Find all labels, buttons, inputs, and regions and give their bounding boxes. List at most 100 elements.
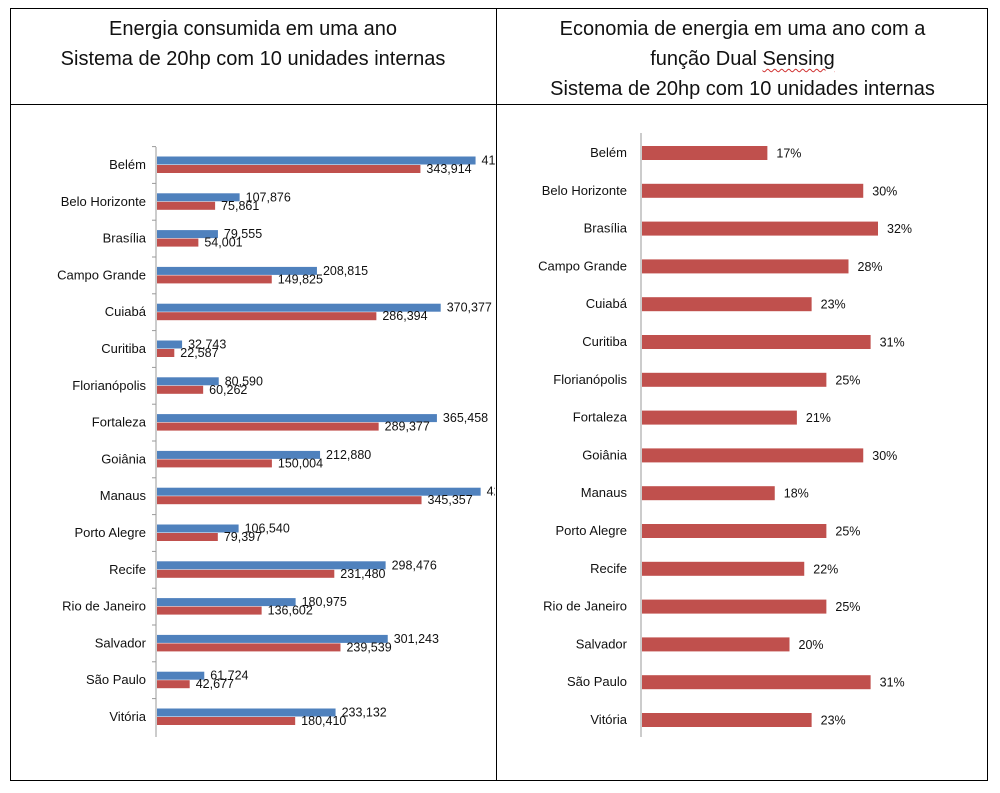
bar-cuiaba-series-1 <box>157 303 441 312</box>
bar-belem-series-2 <box>157 165 421 173</box>
bar-sao-paulo-series-1 <box>157 671 205 680</box>
bar-sao-paulo-series-2 <box>157 680 190 689</box>
data-label-recife-series-1: 298,476 <box>392 558 437 572</box>
category-label-porto-alegre: Porto Alegre <box>74 525 146 540</box>
data-label-florianopolis-series-2: 60,262 <box>209 383 247 397</box>
header-divider <box>10 104 988 105</box>
bar-rio-de-janeiro-series-1 <box>157 598 296 607</box>
bar-manaus-series-1 <box>157 487 481 496</box>
bar-belem-series-1 <box>157 156 476 165</box>
category-label-fortaleza: Fortaleza <box>92 415 147 430</box>
spellcheck-word: Sensing <box>762 48 835 70</box>
category-label-porto-alegre: Porto Alegre <box>555 523 627 538</box>
energy-savings-chart: Belém 17% Belo Horizonte 30% Brasília 32% Camp… <box>538 133 912 737</box>
column-divider <box>496 8 497 781</box>
data-label-cuiaba: 23% <box>821 298 846 312</box>
bar-goiania-series-1 <box>157 450 321 459</box>
bar-porto-alegre-series-2 <box>157 533 218 541</box>
category-label-cuiaba: Cuiabá <box>586 296 628 311</box>
data-label-porto-alegre-series-1: 106,540 <box>245 522 290 536</box>
bar-florianopolis-series-1 <box>157 377 219 386</box>
bar-florianopolis <box>642 372 827 387</box>
category-label-belem: Belém <box>109 157 146 172</box>
bar-belo-horizonte-series-2 <box>157 201 216 210</box>
data-label-campo-grande: 28% <box>858 260 883 274</box>
right-title-line-2: função Dual Sensing <box>497 44 988 74</box>
bar-salvador <box>642 637 790 652</box>
data-label-fortaleza-series-2: 289,377 <box>385 420 430 434</box>
data-label-manaus-series-2: 345,357 <box>428 493 473 507</box>
bar-campo-grande-series-1 <box>157 266 317 275</box>
category-label-recife: Recife <box>109 562 146 577</box>
right-title-line-3: Sistema de 20hp com 10 unidades internas <box>550 78 935 100</box>
bar-fortaleza-series-2 <box>157 422 379 431</box>
data-label-belo-horizonte: 30% <box>872 184 897 198</box>
category-label-curitiba: Curitiba <box>101 341 147 356</box>
data-label-rio-de-janeiro-series-2: 136,602 <box>268 604 313 618</box>
data-label-curitiba-series-2: 22,587 <box>180 346 218 360</box>
category-label-belo-horizonte: Belo Horizonte <box>542 183 627 198</box>
data-label-vitoria: 23% <box>821 714 846 728</box>
bar-florianopolis-series-2 <box>157 385 204 394</box>
left-title-line-1: Energia consumida em uma ano <box>109 18 397 40</box>
bar-salvador-series-2 <box>157 643 341 652</box>
category-label-florianopolis: Florianópolis <box>553 372 627 387</box>
data-label-vitoria-series-1: 233,132 <box>342 706 387 720</box>
bar-belo-horizonte-series-1 <box>157 193 240 202</box>
data-label-belo-horizonte-series-1: 107,876 <box>246 190 291 204</box>
data-label-sao-paulo: 31% <box>880 676 905 690</box>
data-label-curitiba-series-1: 32,743 <box>188 338 226 352</box>
category-label-rio-de-janeiro: Rio de Janeiro <box>62 599 146 614</box>
bar-porto-alegre <box>642 524 827 538</box>
category-label-salvador: Salvador <box>576 636 628 651</box>
bar-vitoria-series-2 <box>157 717 296 725</box>
bar-fortaleza <box>642 410 797 425</box>
bar-belo-horizonte <box>642 183 864 198</box>
category-label-manaus: Manaus <box>100 488 147 503</box>
category-label-belo-horizonte: Belo Horizonte <box>61 194 146 209</box>
bar-vitoria <box>642 713 812 727</box>
bar-goiania <box>642 448 864 463</box>
data-label-rio-de-janeiro: 25% <box>835 600 860 614</box>
category-label-campo-grande: Campo Grande <box>538 258 627 273</box>
category-label-vitoria: Vitória <box>109 709 146 724</box>
bar-goiania-series-2 <box>157 459 272 468</box>
category-label-fortaleza: Fortaleza <box>573 410 628 425</box>
bar-rio-de-janeiro <box>642 599 827 614</box>
data-label-florianopolis-series-1: 80,590 <box>225 374 263 388</box>
category-label-brasilia: Brasília <box>584 221 628 236</box>
bar-cuiaba-series-2 <box>157 312 377 321</box>
data-label-goiania-series-1: 212,880 <box>326 448 371 462</box>
data-label-florianopolis: 25% <box>835 373 860 387</box>
bar-rio-de-janeiro-series-2 <box>157 606 262 615</box>
data-label-porto-alegre: 25% <box>835 525 860 539</box>
bar-sao-paulo <box>642 675 871 690</box>
data-label-goiania: 30% <box>872 449 897 463</box>
category-label-sao-paulo: São Paulo <box>86 672 146 687</box>
right-chart-title: Economia de energia em uma ano com a fun… <box>497 14 988 104</box>
category-label-florianopolis: Florianópolis <box>72 378 146 393</box>
category-label-brasilia: Brasília <box>103 231 147 246</box>
data-label-brasilia: 32% <box>887 222 912 236</box>
data-label-belem: 17% <box>776 147 801 161</box>
bar-brasilia-series-1 <box>157 230 218 239</box>
left-chart-title: Energia consumida em uma ano Sistema de … <box>10 14 496 74</box>
data-label-salvador-series-2: 239,539 <box>346 640 391 654</box>
data-label-recife: 22% <box>813 562 838 576</box>
category-label-salvador: Salvador <box>95 635 147 650</box>
bar-manaus <box>642 486 775 501</box>
category-label-belem: Belém <box>590 145 627 160</box>
data-label-campo-grande-series-1: 208,815 <box>323 264 368 278</box>
bar-campo-grande-series-2 <box>157 275 272 284</box>
left-title-line-2: Sistema de 20hp com 10 unidades internas <box>60 48 446 70</box>
category-label-goiania: Goiânia <box>101 451 147 466</box>
bar-curitiba-series-2 <box>157 349 175 357</box>
bar-recife-series-1 <box>157 561 386 570</box>
data-label-manaus: 18% <box>784 487 809 501</box>
data-label-fortaleza-series-1: 365,458 <box>443 411 488 425</box>
data-label-goiania-series-2: 150,004 <box>278 456 323 470</box>
category-label-manaus: Manaus <box>581 485 628 500</box>
data-label-vitoria-series-2: 180,410 <box>301 714 346 728</box>
bar-brasilia <box>642 221 878 236</box>
category-label-campo-grande: Campo Grande <box>57 267 146 282</box>
